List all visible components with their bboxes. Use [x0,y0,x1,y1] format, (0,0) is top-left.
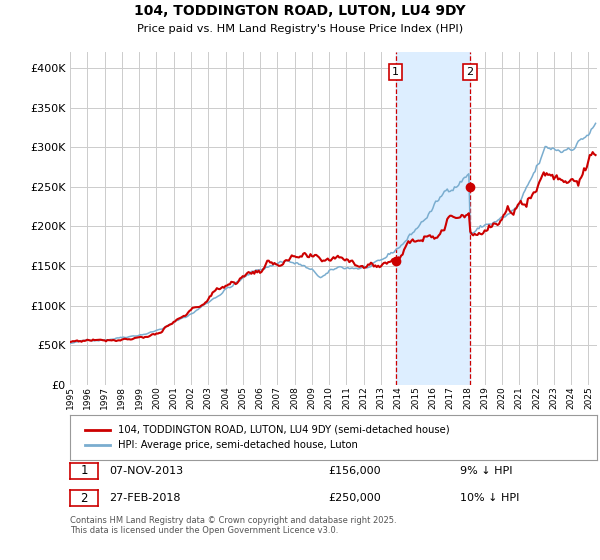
Text: 2: 2 [80,492,88,505]
Text: 07-NOV-2013: 07-NOV-2013 [109,466,183,476]
Text: Price paid vs. HM Land Registry's House Price Index (HPI): Price paid vs. HM Land Registry's House … [137,24,463,34]
Bar [396,52,470,385]
Text: Contains HM Land Registry data © Crown copyright and database right 2025.
This d: Contains HM Land Registry data © Crown c… [70,516,397,535]
Text: 1: 1 [392,67,399,77]
Text: 104, TODDINGTON ROAD, LUTON, LU4 9DY: 104, TODDINGTON ROAD, LUTON, LU4 9DY [134,4,466,18]
Legend: 104, TODDINGTON ROAD, LUTON, LU4 9DY (semi-detached house), HPI: Average price, : 104, TODDINGTON ROAD, LUTON, LU4 9DY (se… [80,420,455,455]
Text: £250,000: £250,000 [328,493,381,503]
Text: 10% ↓ HPI: 10% ↓ HPI [460,493,520,503]
Text: 1: 1 [80,464,88,478]
Text: 9% ↓ HPI: 9% ↓ HPI [460,466,512,476]
Text: 2: 2 [466,67,473,77]
Text: 27-FEB-2018: 27-FEB-2018 [109,493,181,503]
Text: £156,000: £156,000 [328,466,380,476]
